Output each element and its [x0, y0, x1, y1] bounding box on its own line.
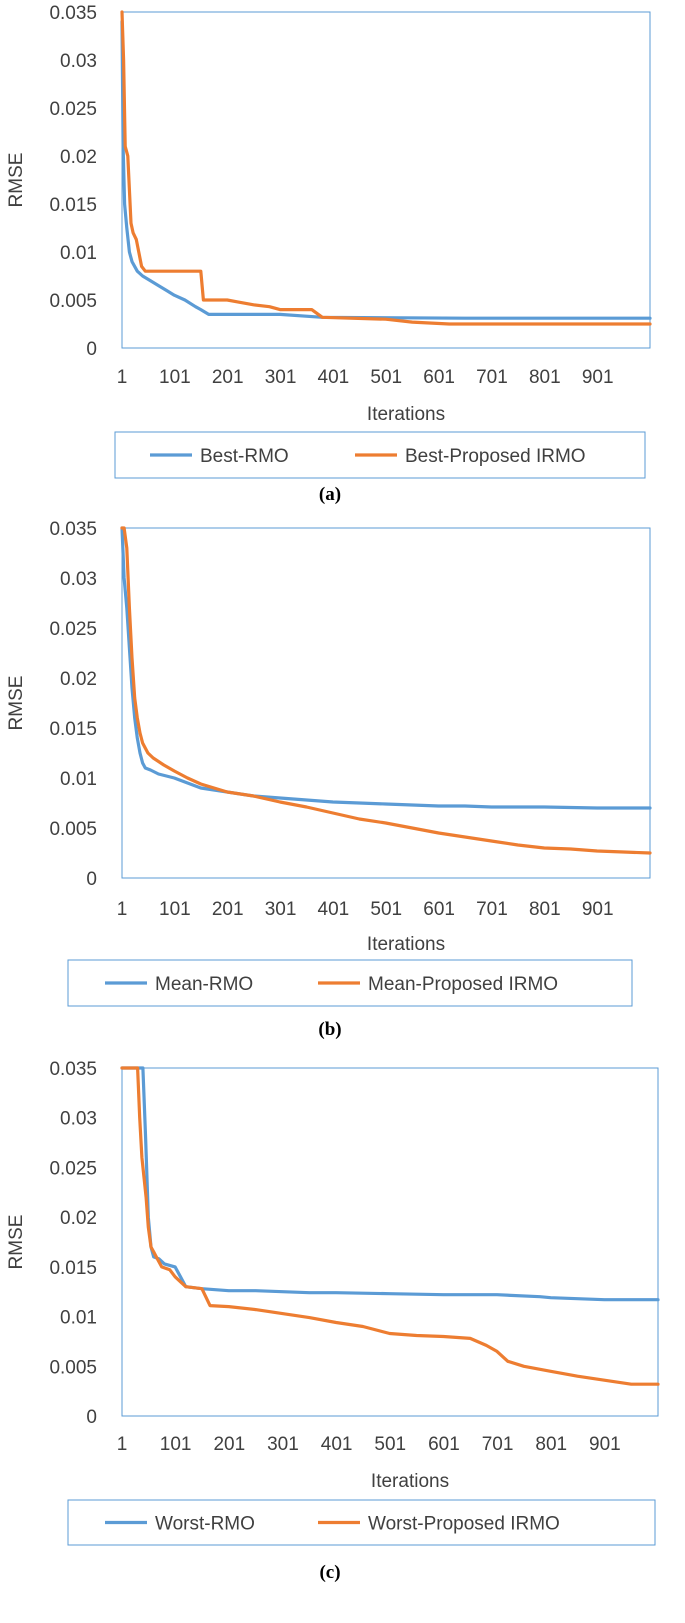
chart-c-xtick-label: 801 — [535, 1434, 567, 1455]
chart-b-ytick-label: 0.03 — [60, 569, 97, 590]
chart-a-legend-label-irmo: Best-Proposed IRMO — [405, 446, 586, 467]
chart-c-legend-label-rmo: Worst-RMO — [155, 1514, 255, 1535]
chart-a-ytick-label: 0.035 — [49, 3, 97, 24]
chart-b-ytick-label: 0.02 — [60, 669, 97, 690]
chart-c-x-axis-title: Iterations — [371, 1471, 449, 1492]
chart-a-xtick-label: 301 — [265, 367, 297, 388]
chart-c-ytick-label: 0.01 — [60, 1308, 97, 1329]
chart-c-plot-frame — [121, 1067, 659, 1417]
chart-a-x-axis-title: Iterations — [367, 404, 445, 425]
chart-b-xtick-label: 301 — [265, 899, 297, 920]
chart-b-xtick-label: 101 — [159, 899, 191, 920]
chart-b-xtick-label: 601 — [423, 899, 455, 920]
chart-a-xtick-label: 601 — [423, 367, 455, 388]
chart-b-xtick-label: 401 — [318, 899, 350, 920]
chart-b-legend — [67, 959, 633, 1007]
chart-a-ytick-label: 0.025 — [49, 99, 97, 120]
chart-b-series-irmo-line — [120, 526, 652, 855]
chart-c-ytick-label: 0.005 — [49, 1357, 97, 1378]
chart-a-xtick-label: 201 — [212, 367, 244, 388]
chart-c-xtick-label: 701 — [482, 1434, 514, 1455]
chart-b-caption: (b) — [318, 1019, 341, 1040]
chart-b-x-axis-title: Iterations — [367, 934, 445, 955]
chart-c-legend-label-irmo: Worst-Proposed IRMO — [368, 1514, 560, 1535]
chart-c-xtick-label: 301 — [267, 1434, 299, 1455]
chart-b-plot-frame — [121, 527, 651, 879]
chart-c-xtick-label: 401 — [321, 1434, 353, 1455]
chart-c-y-axis-title: RMSE — [6, 1215, 27, 1270]
chart-b-series-rmo-line — [120, 526, 652, 810]
chart-b-legend-label-irmo: Mean-Proposed IRMO — [368, 974, 558, 995]
chart-c-ytick-label: 0.03 — [60, 1109, 97, 1130]
chart-b-ytick-label: 0.035 — [49, 519, 97, 540]
chart-a-xtick-label: 801 — [529, 367, 561, 388]
chart-c-xtick-label: 1 — [117, 1434, 128, 1455]
chart-b-xtick-label: 1 — [117, 899, 128, 920]
chart-c-caption: (c) — [319, 1562, 340, 1583]
chart-a-ytick-label: 0 — [86, 339, 97, 360]
chart-b-ytick-label: 0 — [86, 869, 97, 890]
chart-a-caption: (a) — [319, 484, 341, 505]
chart-a-xtick-label: 701 — [476, 367, 508, 388]
chart-a-legend — [114, 431, 646, 479]
chart-b-ytick-label: 0.005 — [49, 819, 97, 840]
chart-c-xtick-label: 501 — [374, 1434, 406, 1455]
chart-b-xtick-label: 901 — [582, 899, 614, 920]
chart-a-plot-frame — [121, 11, 651, 349]
chart-b-legend-label-rmo: Mean-RMO — [155, 974, 253, 995]
chart-a-xtick-label: 901 — [582, 367, 614, 388]
chart-a-y-axis-title: RMSE — [6, 153, 27, 208]
chart-b-xtick-label: 801 — [529, 899, 561, 920]
chart-c-xtick-label: 601 — [428, 1434, 460, 1455]
chart-a-ytick-label: 0.015 — [49, 195, 97, 216]
chart-c-xtick-label: 901 — [589, 1434, 621, 1455]
chart-c-ytick-label: 0.035 — [49, 1059, 97, 1080]
chart-c-ytick-label: 0.025 — [49, 1158, 97, 1179]
chart-a-ytick-label: 0.03 — [60, 51, 97, 72]
chart-b-y-axis-title: RMSE — [6, 676, 27, 731]
chart-a-legend-label-rmo: Best-RMO — [200, 446, 289, 467]
chart-c-ytick-label: 0.015 — [49, 1258, 97, 1279]
chart-b-xtick-label: 501 — [370, 899, 402, 920]
chart-c-series-irmo-line — [120, 1066, 660, 1386]
chart-c-series-rmo-line — [120, 1066, 660, 1302]
chart-c-xtick-label: 201 — [213, 1434, 245, 1455]
chart-a-series-irmo-line — [120, 10, 652, 326]
chart-b-ytick-label: 0.025 — [49, 619, 97, 640]
chart-a-ytick-label: 0.02 — [60, 147, 97, 168]
chart-a-xtick-label: 101 — [159, 367, 191, 388]
chart-a-xtick-label: 501 — [370, 367, 402, 388]
chart-a-ytick-label: 0.01 — [60, 243, 97, 264]
chart-c-ytick-label: 0.02 — [60, 1208, 97, 1229]
chart-c-xtick-label: 101 — [160, 1434, 192, 1455]
chart-b-ytick-label: 0.01 — [60, 769, 97, 790]
chart-a-ytick-label: 0.005 — [49, 291, 97, 312]
chart-b-ytick-label: 0.015 — [49, 719, 97, 740]
chart-b-xtick-label: 201 — [212, 899, 244, 920]
chart-a-xtick-label: 1 — [117, 367, 128, 388]
chart-b-xtick-label: 701 — [476, 899, 508, 920]
chart-a-xtick-label: 401 — [318, 367, 350, 388]
chart-a-series-rmo-line — [120, 20, 652, 320]
chart-c-ytick-label: 0 — [86, 1407, 97, 1428]
chart-c-legend — [67, 1499, 656, 1546]
